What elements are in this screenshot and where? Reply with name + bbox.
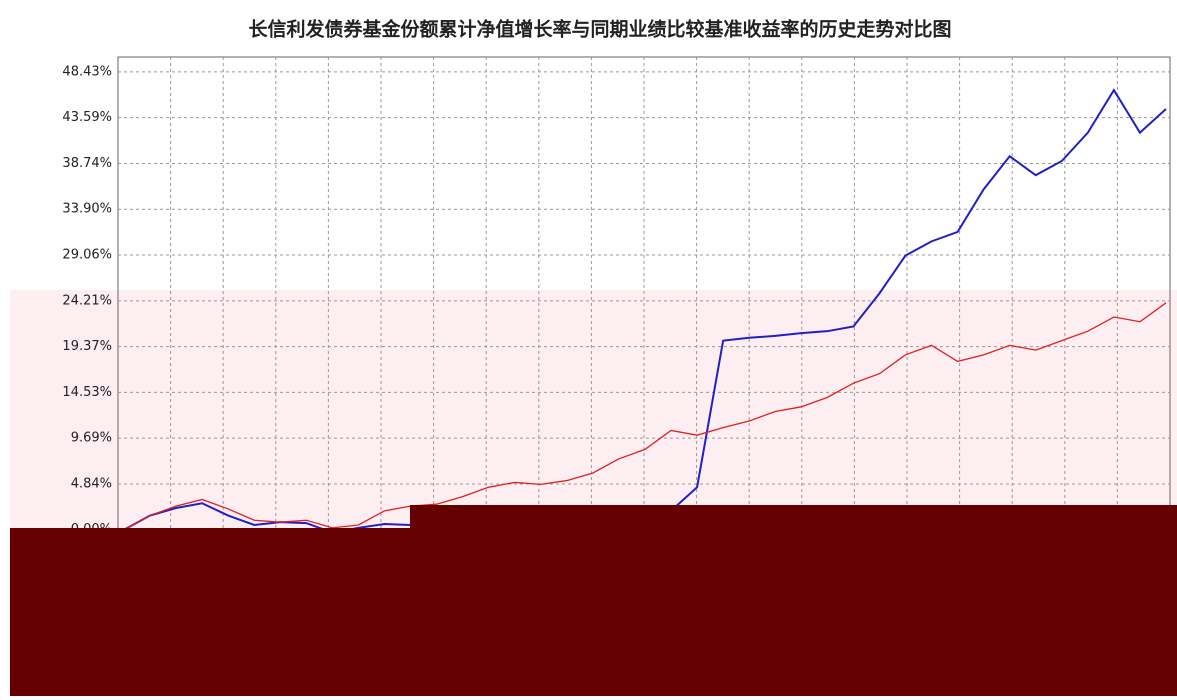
y-tick-label: 38.74% xyxy=(62,156,112,171)
image-corruption xyxy=(10,528,1177,696)
y-tick-label: 19.37% xyxy=(62,339,112,354)
y-tick-label: 48.43% xyxy=(62,64,112,79)
chart: 长信利发债券基金份额累计净值增长率与同期业绩比较基准收益率的历史走势对比图 0.… xyxy=(0,0,1177,696)
background-band xyxy=(10,290,1177,530)
y-tick-label: 43.59% xyxy=(62,110,112,125)
chart-title: 长信利发债券基金份额累计净值增长率与同期业绩比较基准收益率的历史走势对比图 xyxy=(248,18,951,41)
y-tick-label: 4.84% xyxy=(71,476,112,491)
y-tick-label: 9.69% xyxy=(71,431,112,446)
y-tick-label: 29.06% xyxy=(62,247,112,262)
y-tick-label: 33.90% xyxy=(62,202,112,217)
y-tick-label: 14.53% xyxy=(62,385,112,400)
y-tick-label: 24.21% xyxy=(62,293,112,308)
image-corruption xyxy=(410,505,1177,530)
